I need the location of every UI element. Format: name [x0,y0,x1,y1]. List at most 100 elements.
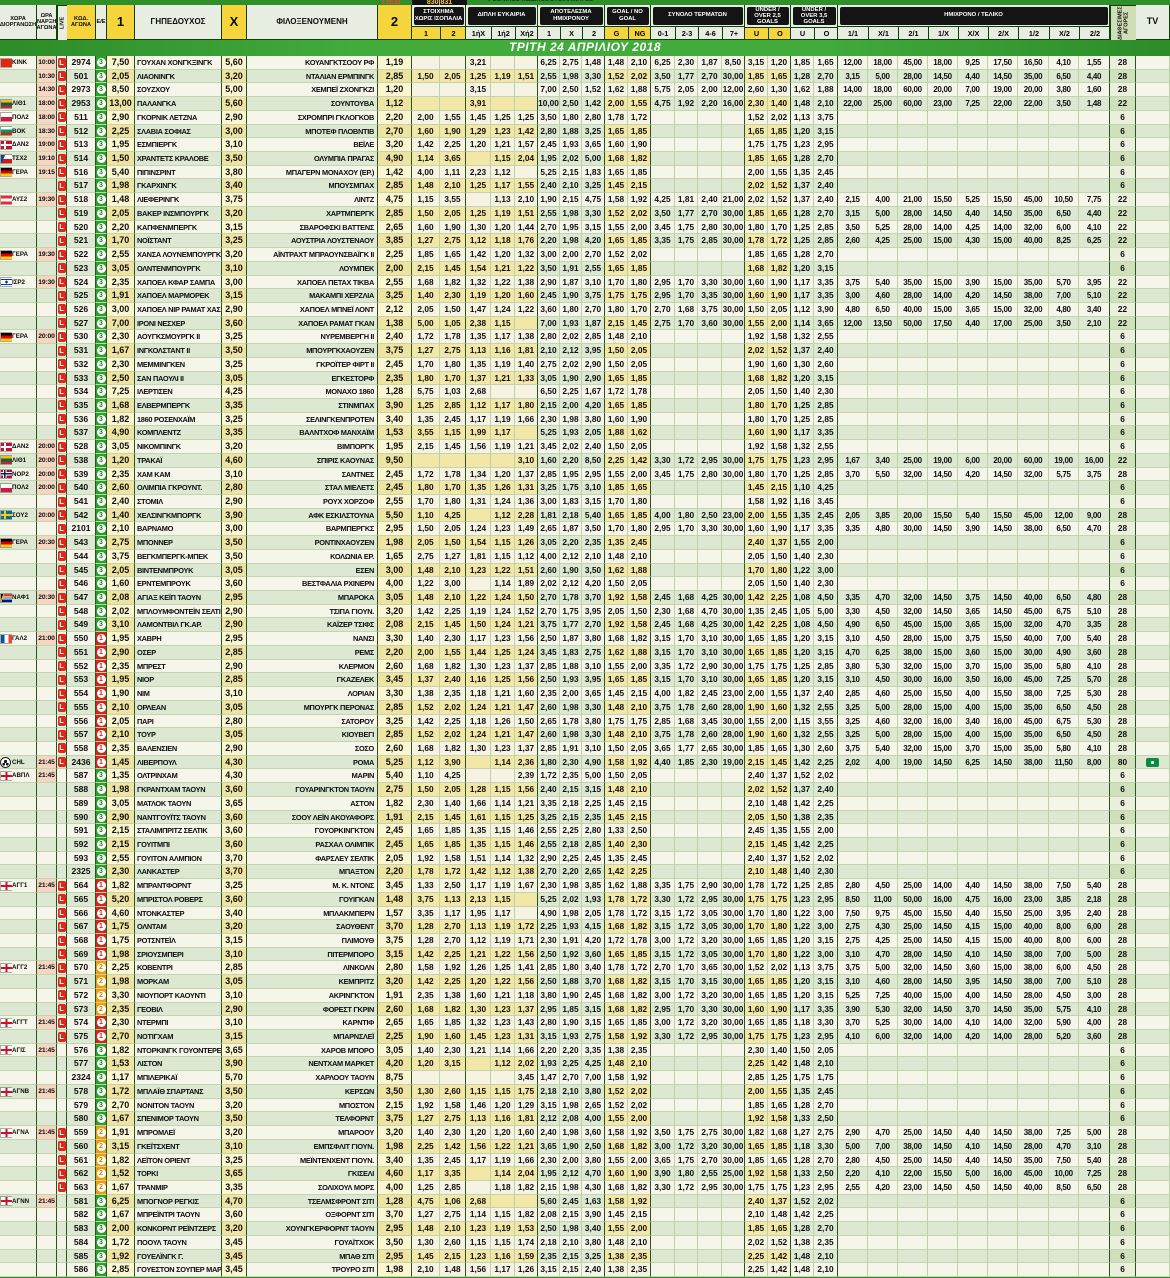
htft-1-x [928,865,958,880]
nogoal-odds: 2,15 [628,1208,651,1223]
match-row: L 575 1 2,70 ΝΟΤΙΓΧΑΜ 3,15 ΜΠΑΡΝΣΛΕΪ 2,25 1,90 1,… [0,1030,1170,1044]
ee-category: 1 [96,947,107,962]
ht-1: 2,60 [538,563,560,578]
htft-2-1: 28,00 [898,975,928,989]
match-code: 551 [67,645,96,660]
htft-2-1: 22,00 [898,1167,928,1181]
nogoal-odds: 2,02 [628,248,651,262]
over-25: 1,55 [768,1084,791,1099]
htft-x-2: 5,80 [1049,659,1079,674]
over-35: 2,35 [814,1235,838,1250]
over-35: 2,70 [814,69,838,84]
dc-1x: 1,32 [466,1016,491,1031]
top-note: ◄ ΕΘΝΙΚΟΣ ΚΩΔΙΚΟΣ ΣΤΟΙΧΗΜΑΤΟΣ [485,0,593,3]
htft-x-1 [868,549,898,564]
htft-2-x: 15,50 [988,906,1018,921]
live-badge: L [57,1127,66,1138]
kickoff-time: 18:30 [37,124,57,139]
htft-x-2 [1049,783,1079,797]
live-cell: L [57,1016,67,1031]
total-0-1 [651,248,675,262]
markets-count: 28 [1110,879,1136,893]
kickoff-time: 21:45 [37,879,57,893]
htft-2-x [988,248,1018,262]
no-draw-2: 4,25 [440,769,466,784]
no-draw-2: 1,60 [440,1030,466,1044]
markets-count: 6 [1110,577,1136,592]
ht-2: 2,35 [582,810,605,825]
match-row: L 556 1 2,05 ΠΑΡΙ 2,80 ΣΑΤΟΡΟΥ 3,25 1,42 2,25 1,18… [0,714,1170,729]
total-4-6: 2,75 [698,1126,722,1140]
live-badge: L [57,743,66,754]
ee-circle: 3 [96,1059,106,1069]
total-0-1: 2,45 [651,591,675,605]
odds-x: 3,00 [222,275,247,290]
htft-2-2 [1079,152,1110,166]
ee-category: 1 [96,714,107,729]
ee-circle: 3 [96,414,106,424]
ht-1: 1,93 [538,1057,560,1072]
match-row: L 569 1 1,98 ΣΡΙΟΥΣΜΠΕΡΙ 3,10 ΠΙΤΕΡΜΠΟΡΟ 3,15 1,… [0,947,1170,962]
over-35: 2,85 [814,879,838,893]
country-flag [0,1002,12,1017]
over-35: 2,30 [814,865,838,880]
htft-2-1 [898,495,928,509]
nogoal-odds: 1,85 [628,1016,651,1031]
live-badge: L [57,592,66,603]
total-0-1 [651,824,675,838]
total-0-1: 4,00 [651,508,675,523]
ht-1: 2,60 [538,728,560,742]
goal-odds: 1,65 [605,508,628,523]
match-row: L 568 1 1,75 ΡΟΤΣΝΤΕΪΛ 3,15 ΠΛΙΜΟΥΘ 3,75 1,28 2,7… [0,934,1170,948]
htft-1-1: 3,10 [838,947,868,962]
live-badge: L [57,71,66,82]
live-cell: L [57,645,67,660]
htft-1-2: 22,00 [1018,97,1049,111]
no-draw-2: 1,45 [440,440,466,454]
live-cell [57,1208,67,1223]
ht-x: 2,30 [560,755,582,770]
htft-x-x [958,426,988,441]
htft-1-x [928,1084,958,1099]
ee-category: 3 [96,796,107,811]
home-team: ΡΟΤΣΝΤΕΪΛ [135,934,222,948]
dc-12: 1,14 [491,755,515,770]
live-badge: L [57,455,66,466]
htft-x-x [958,851,988,866]
htft-1-1: 2,55 [838,1180,868,1195]
match-row: 2324 3 1,17 ΜΠΙΛΕΡΙΚΑΪ 5,70 ΧΑΡΛΟΟΥ ΤΑΟΥΝ 8,75… [0,1071,1170,1085]
no-draw-2: 2,10 [440,563,466,578]
htft-x-1 [868,1071,898,1085]
ht-x: 2,08 [560,1112,582,1127]
country-flag [0,371,12,386]
nogoal-odds: 2,05 [628,741,651,756]
htft-2-1 [898,1112,928,1127]
under-25: 1,60 [745,275,768,290]
total-2-3: 1,70 [675,632,698,646]
odds-2: 2,85 [378,69,412,84]
over-35: 2,02 [814,769,838,784]
htft-2-2: 16,00 [1079,453,1110,468]
match-row: ΑΓΓ1 21:45 L 564 1 1,82 ΜΠΡΑΝΤΦΟΡΝΤ 3,25 Μ. Κ. Ν… [0,879,1170,893]
country-flag [0,508,12,523]
over-35: 2,25 [814,755,838,770]
htft-2-x: 14,50 [988,1126,1018,1140]
markets-count: 6 [1110,110,1136,125]
htft-x-1: 4,50 [868,673,898,688]
home-team: ΜΠΟΓΝΟΡ ΡΕΓΚΙΣ [135,1194,222,1209]
ht-1: 2,85 [538,741,560,756]
dc-x2: 1,22 [515,261,538,276]
country-flag [0,234,12,249]
total-7plus: 30,00 [722,714,745,729]
htft-2-x [988,769,1018,784]
htft-1-2: 38,00 [1018,975,1049,989]
ee-category: 3 [96,220,107,235]
ht-1: 3,35 [538,796,560,811]
match-row: L 560 2 3,15 ΓΚΕΪΤΣΧΕΝΤ 3,10 ΕΜΠΣΦΛΙΤ ΓΙΟΥΝ. 1,… [0,1139,1170,1154]
htft-1-2: 38,00 [1018,879,1049,893]
total-0-1: 3,15 [651,920,675,934]
live-cell: L [57,714,67,729]
total-7plus: 30,00 [722,316,745,331]
league-code [12,385,37,399]
under-35: 1,32 [791,440,814,454]
